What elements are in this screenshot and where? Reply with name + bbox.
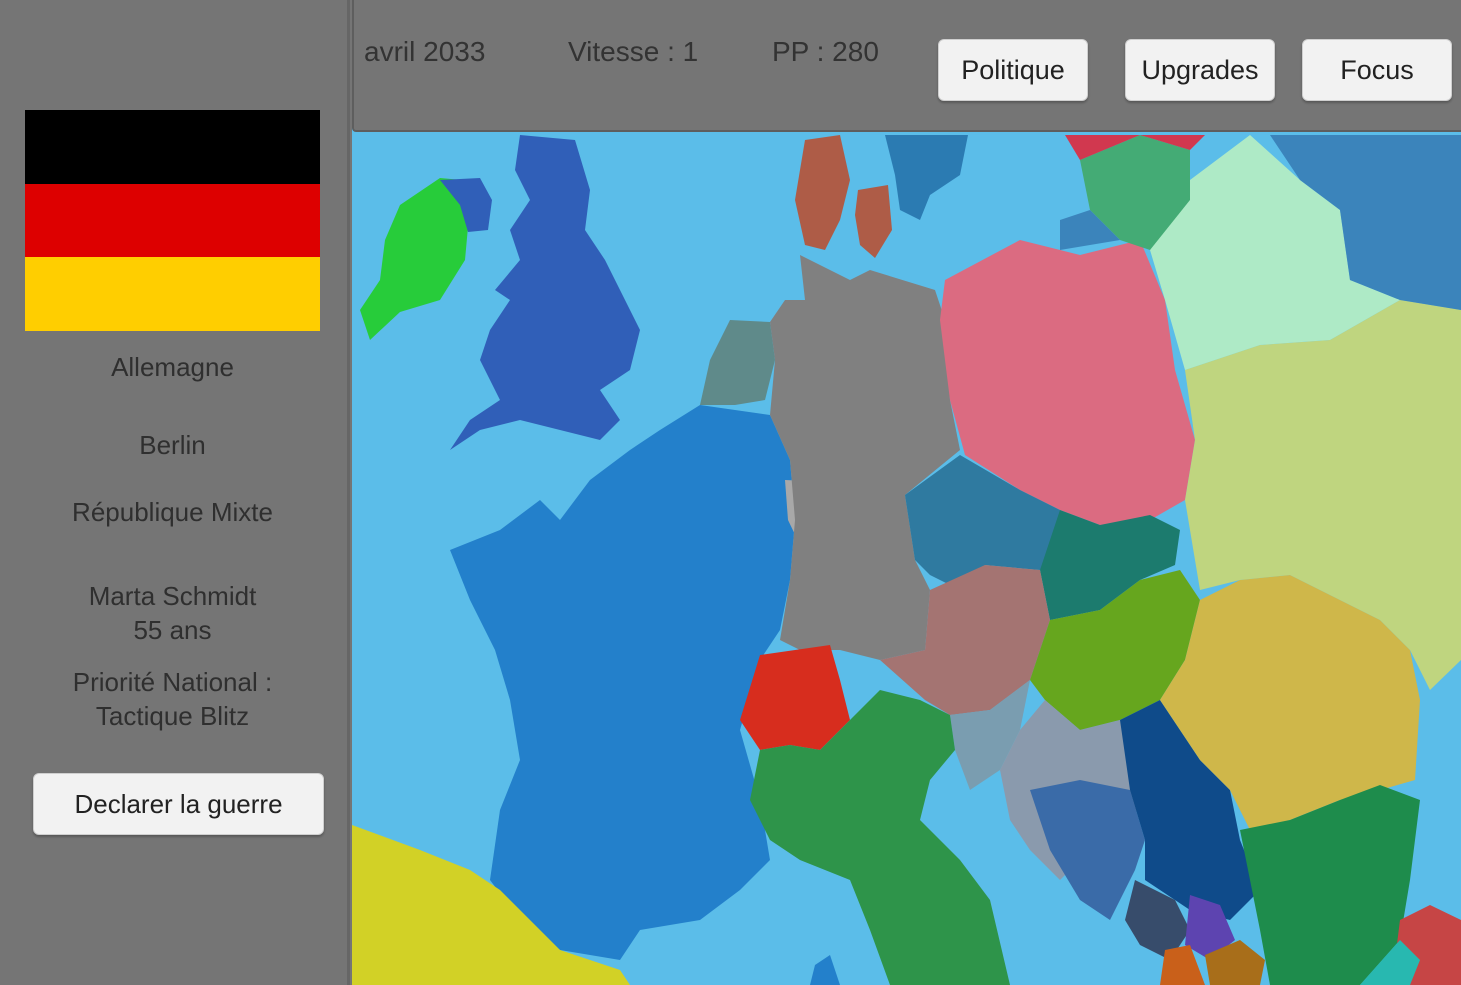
spain-region[interactable] xyxy=(352,825,630,985)
denmark-islands[interactable] xyxy=(855,185,892,258)
game-speed: Vitesse : 1 xyxy=(568,36,699,67)
political-power: PP : 280 xyxy=(772,36,879,67)
leader-age: 55 ans xyxy=(133,615,212,645)
corsica-region[interactable] xyxy=(810,955,840,985)
latvia-region[interactable] xyxy=(1065,135,1205,160)
kaliningrad-region[interactable] xyxy=(1060,210,1120,250)
upgrades-button[interactable]: Upgrades xyxy=(1125,39,1275,101)
politique-button[interactable]: Politique xyxy=(938,39,1088,101)
kosovo-region[interactable] xyxy=(1185,895,1235,960)
denmark-region[interactable] xyxy=(795,135,850,250)
italy-region[interactable] xyxy=(750,690,1010,985)
turkey-region[interactable] xyxy=(1360,940,1420,985)
top-bar: avril 2033 Vitesse : 1 PP : 280 Politiqu… xyxy=(352,0,1461,132)
switzerland-region[interactable] xyxy=(740,645,850,750)
ireland-region[interactable] xyxy=(360,178,470,340)
leader-name: Marta Schmidt xyxy=(88,581,257,611)
country-sidebar: Allemagne Berlin République Mixte Marta … xyxy=(0,0,350,985)
poland-region[interactable] xyxy=(940,240,1195,525)
declare-war-button[interactable]: Declarer la guerre xyxy=(33,773,324,835)
game-date: avril 2033 xyxy=(364,36,486,67)
montenegro-region[interactable] xyxy=(1125,880,1190,960)
flag-stripe-red xyxy=(25,183,320,258)
world-map[interactable] xyxy=(352,0,1461,985)
belarus-region[interactable] xyxy=(1150,135,1400,370)
germany-region[interactable] xyxy=(770,255,960,660)
austria-region[interactable] xyxy=(880,565,1050,715)
focus-button[interactable]: Focus xyxy=(1302,39,1452,101)
priority-label: Priorité National : xyxy=(72,667,273,697)
romania-region[interactable] xyxy=(1160,575,1420,830)
slovakia-region[interactable] xyxy=(1040,510,1180,620)
lithuania-region[interactable] xyxy=(1080,135,1190,250)
czechia-region[interactable] xyxy=(905,455,1075,590)
serbia-region[interactable] xyxy=(1120,700,1260,920)
sweden-region[interactable] xyxy=(885,135,968,220)
northern-ireland-region[interactable] xyxy=(440,178,492,232)
slovenia-region[interactable] xyxy=(950,680,1030,790)
russia-region[interactable] xyxy=(1270,135,1461,310)
country-capital: Berlin xyxy=(139,430,206,460)
government-type: République Mixte xyxy=(72,497,273,527)
country-flag xyxy=(25,110,320,332)
flag-stripe-black xyxy=(25,110,320,184)
flag-stripe-gold xyxy=(25,257,320,332)
country-name: Allemagne xyxy=(111,352,234,382)
uk-region[interactable] xyxy=(450,135,640,450)
hungary-region[interactable] xyxy=(1030,570,1200,730)
priority-value: Tactique Blitz xyxy=(95,701,250,731)
macedonia-region[interactable] xyxy=(1205,940,1265,985)
belgium-region[interactable] xyxy=(700,320,775,405)
bulgaria-region[interactable] xyxy=(1240,785,1420,985)
france-region[interactable] xyxy=(450,405,795,960)
map-regions[interactable] xyxy=(352,0,1461,985)
bosnia-region[interactable] xyxy=(1030,780,1145,920)
albania-region[interactable] xyxy=(1160,945,1205,985)
ukraine-region[interactable] xyxy=(1185,300,1461,690)
